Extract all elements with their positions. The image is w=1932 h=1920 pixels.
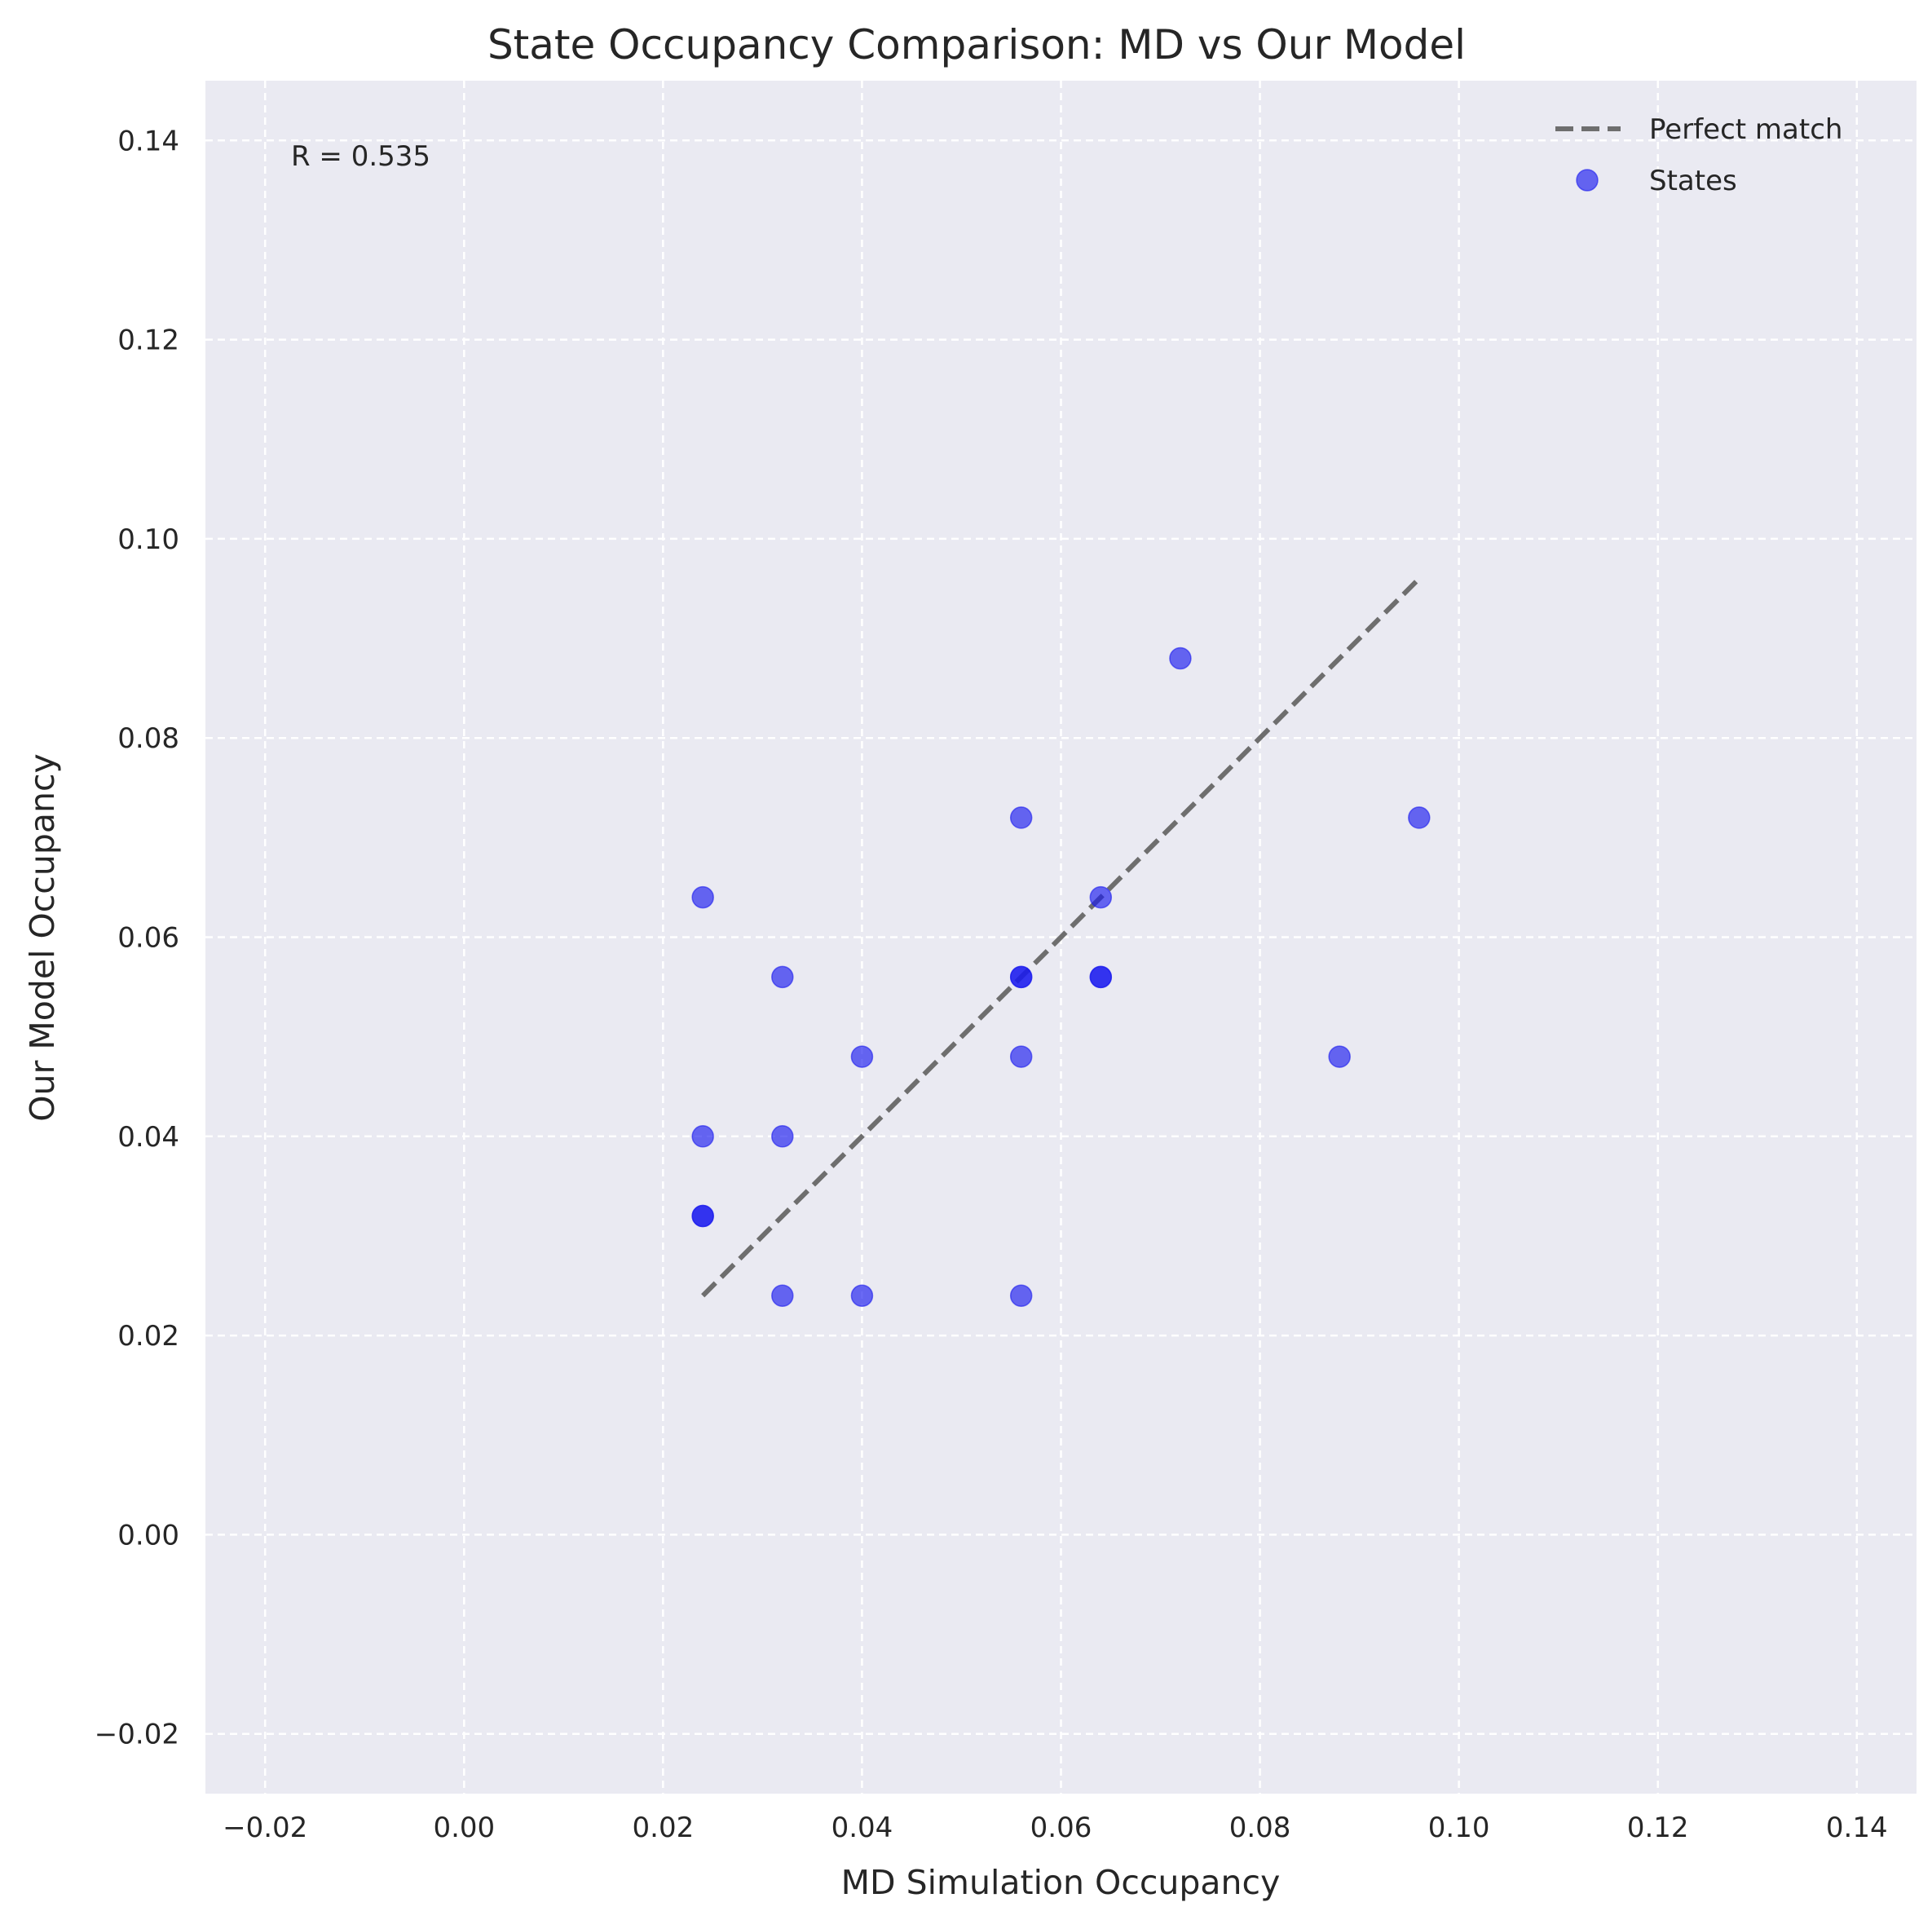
y-tick-labels: −0.02 0.00 0.02 0.04 0.06 0.08 0.10 0.12 0.14 xyxy=(95,125,179,1750)
chart-title: State Occupancy Comparison: MD vs Our Mo… xyxy=(487,21,1466,68)
state-point xyxy=(1089,885,1113,909)
state-point xyxy=(691,885,714,909)
x-tick-label: 0.14 xyxy=(1826,1812,1888,1844)
state-point xyxy=(771,965,794,989)
legend-label-perfect-match: Perfect match xyxy=(1649,113,1842,146)
y-tick-label: 0.10 xyxy=(117,523,179,556)
y-tick-label: 0.04 xyxy=(117,1121,179,1154)
state-point xyxy=(771,1125,794,1148)
x-axis-label: MD Simulation Occupancy xyxy=(841,1863,1281,1902)
x-tick-label: 0.08 xyxy=(1229,1812,1291,1844)
state-point xyxy=(691,1125,714,1148)
x-tick-label: 0.00 xyxy=(433,1812,495,1844)
state-point xyxy=(850,1284,874,1307)
state-point xyxy=(1089,965,1113,989)
y-tick-label: 0.06 xyxy=(117,922,179,955)
state-point xyxy=(771,1284,794,1307)
legend-label-states: States xyxy=(1649,165,1737,197)
state-point xyxy=(1009,1045,1033,1068)
state-point xyxy=(691,1204,714,1228)
state-point xyxy=(1408,806,1431,829)
y-axis-label: Our Model Occupancy xyxy=(23,753,62,1122)
y-tick-label: 0.08 xyxy=(117,722,179,755)
x-tick-label: 0.10 xyxy=(1428,1812,1490,1844)
x-tick-label: 0.12 xyxy=(1627,1812,1689,1844)
state-point xyxy=(850,1045,874,1068)
state-point xyxy=(1009,965,1033,989)
y-tick-label: 0.14 xyxy=(117,125,179,157)
x-tick-label: 0.02 xyxy=(633,1812,695,1844)
x-tick-label: 0.06 xyxy=(1030,1812,1092,1844)
y-tick-label: 0.02 xyxy=(117,1320,179,1353)
correlation-annotation: R = 0.535 xyxy=(291,140,430,173)
perfect-match-line xyxy=(701,576,1421,1298)
state-point xyxy=(1009,806,1033,829)
legend: Perfect match States xyxy=(1555,113,1842,197)
y-tick-label: −0.02 xyxy=(95,1719,179,1751)
y-tick-label: 0.00 xyxy=(117,1519,179,1551)
y-gridlines xyxy=(205,139,1917,1735)
y-tick-label: 0.12 xyxy=(117,324,179,357)
x-tick-labels: −0.02 0.00 0.02 0.04 0.06 0.08 0.10 0.12 0.14 xyxy=(223,1812,1888,1844)
legend-marker-states xyxy=(1576,169,1599,192)
state-points xyxy=(691,647,1431,1307)
state-point xyxy=(1328,1045,1351,1068)
x-tick-label: 0.04 xyxy=(831,1812,893,1844)
x-tick-label: −0.02 xyxy=(223,1812,307,1844)
state-point xyxy=(1169,647,1192,670)
state-point xyxy=(1009,1284,1033,1307)
